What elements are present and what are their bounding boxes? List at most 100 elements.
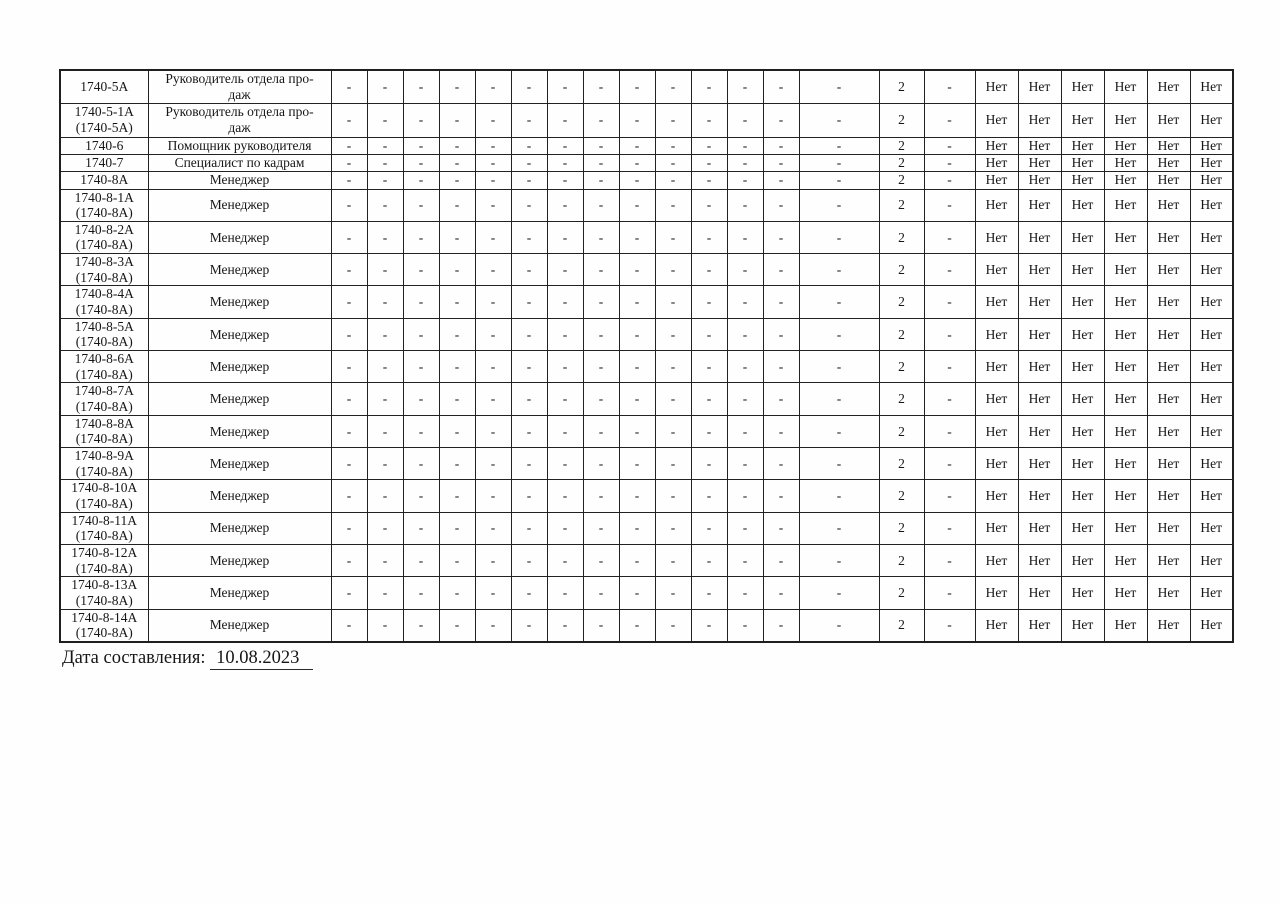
value-cell: -: [510, 317, 548, 352]
value-cell: Нет: [1103, 608, 1148, 643]
value-cell: -: [510, 608, 548, 643]
value-cell: -: [330, 153, 368, 172]
value-cell: -: [618, 382, 656, 416]
value-cell: -: [582, 317, 620, 352]
value-cell: -: [654, 479, 692, 513]
value-cell: -: [726, 69, 764, 104]
value-cell: -: [546, 69, 584, 104]
value-cell: -: [330, 136, 368, 155]
value-cell: Нет: [1103, 414, 1148, 449]
value-cell: -: [618, 446, 656, 481]
staffing-table: 1740-5А Руководитель отдела про- даж - - - - -…: [59, 69, 1234, 643]
value-cell: -: [402, 608, 440, 643]
value-cell: -: [798, 479, 880, 513]
value-cell: -: [618, 153, 656, 172]
value-cell: -: [654, 170, 692, 190]
value-cell: 2: [878, 69, 925, 104]
value-cell: -: [366, 285, 404, 319]
value-cell: -: [762, 220, 800, 255]
value-cell: Нет: [1189, 136, 1234, 155]
table-row: 1740-8-12А (1740-8А) Менеджер - - - - - - - - - - - -…: [59, 543, 1234, 578]
value-cell: -: [582, 153, 620, 172]
table-row: 1740-8-6А (1740-8А) Менеджер - - - - - - - - - - - - -…: [59, 350, 1234, 384]
value-cell: Нет: [974, 188, 1019, 222]
value-cell: -: [654, 511, 692, 545]
value-cell: Нет: [1103, 188, 1148, 222]
value-cell: -: [366, 608, 404, 643]
value-cell: -: [366, 170, 404, 190]
value-cell: -: [762, 479, 800, 513]
table-row: 1740-8-10А (1740-8А) Менеджер - - - - - - - - - - - -…: [59, 479, 1234, 513]
value-cell: Нет: [1103, 102, 1148, 138]
value-cell: -: [618, 350, 656, 384]
value-cell: Нет: [1017, 446, 1062, 481]
value-cell: Нет: [1103, 153, 1148, 172]
value-cell: -: [438, 153, 476, 172]
value-cell: -: [726, 102, 764, 138]
value-cell: Нет: [1060, 136, 1105, 155]
value-cell: -: [690, 69, 728, 104]
value-cell: -: [726, 170, 764, 190]
value-cell: Нет: [1060, 446, 1105, 481]
value-cell: 2: [878, 136, 925, 155]
value-cell: Нет: [1189, 188, 1234, 222]
value-cell: Нет: [1017, 285, 1062, 319]
value-cell: -: [726, 382, 764, 416]
value-cell: -: [366, 382, 404, 416]
value-cell: Нет: [1060, 511, 1105, 545]
value-cell: -: [510, 153, 548, 172]
value-cell: Нет: [1146, 102, 1191, 138]
value-cell: -: [726, 220, 764, 255]
value-cell: -: [546, 446, 584, 481]
value-cell: -: [474, 414, 512, 449]
value-cell: Нет: [974, 170, 1019, 190]
value-cell: Нет: [1189, 317, 1234, 352]
value-cell: Нет: [1146, 253, 1191, 287]
value-cell: -: [366, 220, 404, 255]
value-cell: Нет: [1146, 511, 1191, 545]
value-cell: -: [726, 317, 764, 352]
date-line: Дата составления: 10.08.2023: [62, 646, 314, 670]
value-cell: -: [438, 69, 476, 104]
value-cell: -: [654, 543, 692, 578]
value-cell: -: [546, 479, 584, 513]
value-cell: 2: [878, 285, 925, 319]
value-cell: -: [402, 220, 440, 255]
value-cell: -: [726, 153, 764, 172]
value-cell: -: [798, 69, 880, 104]
value-cell: 2: [878, 220, 925, 255]
value-cell: Нет: [1060, 479, 1105, 513]
value-cell: -: [438, 382, 476, 416]
value-cell: -: [726, 136, 764, 155]
value-cell: -: [402, 153, 440, 172]
value-cell: Нет: [1103, 446, 1148, 481]
value-cell: -: [474, 576, 512, 610]
value-cell: -: [582, 576, 620, 610]
value-cell: -: [366, 350, 404, 384]
value-cell: -: [330, 608, 368, 643]
value-cell: Нет: [1103, 220, 1148, 255]
value-cell: -: [438, 136, 476, 155]
value-cell: -: [923, 414, 976, 449]
value-cell: -: [330, 479, 368, 513]
table-row: 1740-8-2А (1740-8А) Менеджер - - - - - - - - - - - - -…: [59, 220, 1234, 255]
position-title-cell: Менеджер: [147, 608, 332, 643]
value-cell: Нет: [974, 220, 1019, 255]
value-cell: Нет: [974, 576, 1019, 610]
value-cell: -: [546, 511, 584, 545]
value-cell: -: [510, 479, 548, 513]
value-cell: -: [798, 414, 880, 449]
value-cell: Нет: [1017, 136, 1062, 155]
value-cell: Нет: [1103, 543, 1148, 578]
value-cell: -: [438, 608, 476, 643]
value-cell: Нет: [1189, 102, 1234, 138]
table-row: 1740-5А Руководитель отдела про- даж - - - - -…: [59, 69, 1234, 104]
table-row: 1740-8-13А (1740-8А) Менеджер - - - - - - - - - - - -…: [59, 576, 1234, 610]
value-cell: -: [618, 188, 656, 222]
position-title-cell: Менеджер: [147, 285, 332, 319]
value-cell: -: [546, 188, 584, 222]
table-row: 1740-8А Менеджер - - - - - - - - - - - - - -2- Нет Нет Нет…: [59, 170, 1234, 190]
position-code-cell: 1740-8-11А (1740-8А): [59, 511, 149, 545]
position-code-cell: 1740-8-10А (1740-8А): [59, 479, 149, 513]
value-cell: -: [582, 446, 620, 481]
